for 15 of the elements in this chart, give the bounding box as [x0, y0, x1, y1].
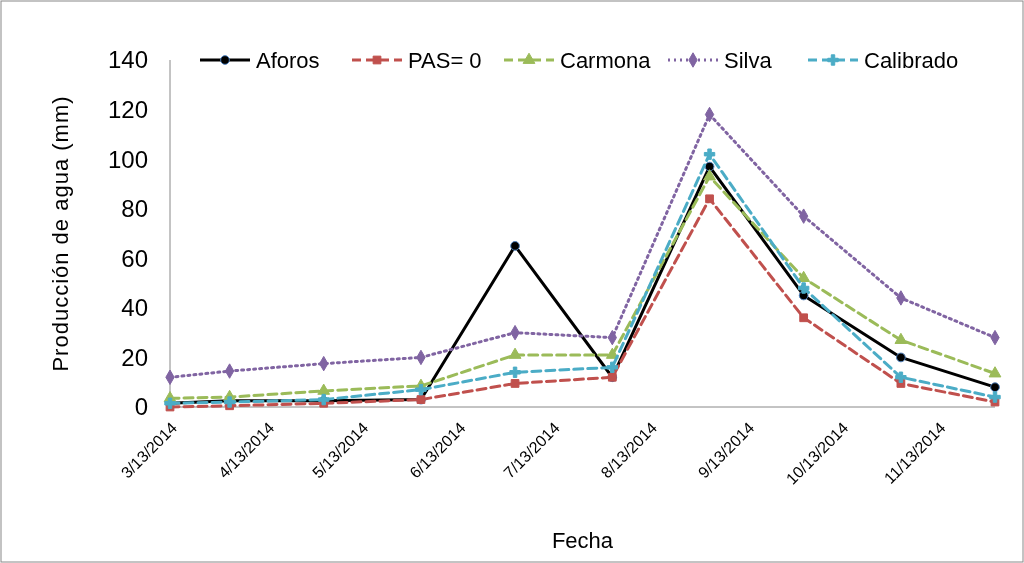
legend-label: Calibrado: [864, 47, 959, 73]
legend-label: Carmona: [560, 47, 652, 73]
y-tick-label: 120: [107, 95, 148, 123]
legend-label: Silva: [724, 47, 773, 73]
y-tick-label: 40: [121, 294, 148, 322]
y-axis-title: Producción de agua (mm): [48, 95, 73, 372]
y-tick-label: 0: [134, 393, 148, 421]
y-tick-label: 80: [121, 195, 148, 223]
legend-label: PAS= 0: [408, 47, 482, 73]
y-tick-label: 20: [121, 343, 148, 371]
x-axis-title: Fecha: [551, 528, 614, 553]
y-tick-label: 140: [107, 46, 148, 74]
y-tick-label: 100: [107, 145, 148, 173]
legend-label: Aforos: [256, 47, 320, 73]
y-tick-label: 60: [121, 244, 148, 272]
